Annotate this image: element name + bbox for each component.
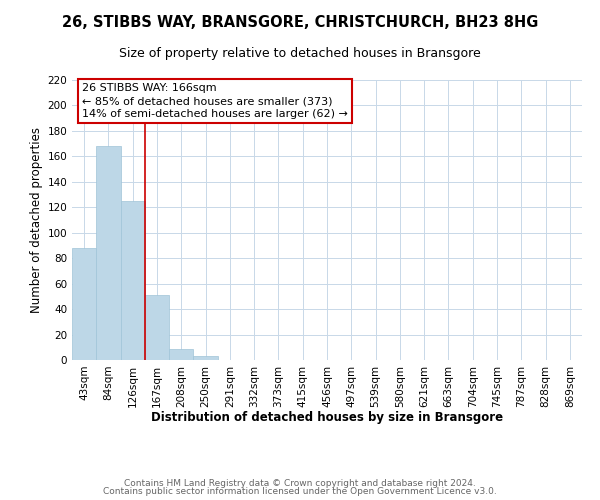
Bar (193, 356, 218, 360)
Text: Size of property relative to detached houses in Bransgore: Size of property relative to detached ho… (119, 48, 481, 60)
Bar (72, 248, 96, 360)
Text: 26, STIBBS WAY, BRANSGORE, CHRISTCHURCH, BH23 8HG: 26, STIBBS WAY, BRANSGORE, CHRISTCHURCH,… (62, 15, 538, 30)
Bar (169, 348, 193, 360)
Text: 26 STIBBS WAY: 166sqm
← 85% of detached houses are smaller (373)
14% of semi-det: 26 STIBBS WAY: 166sqm ← 85% of detached … (82, 83, 348, 119)
X-axis label: Distribution of detached houses by size in Bransgore: Distribution of detached houses by size … (151, 411, 503, 424)
Bar (145, 295, 169, 360)
Bar (96, 146, 121, 360)
Bar (121, 201, 145, 360)
Y-axis label: Number of detached properties: Number of detached properties (30, 127, 43, 313)
Text: Contains public sector information licensed under the Open Government Licence v3: Contains public sector information licen… (103, 487, 497, 496)
Text: Contains HM Land Registry data © Crown copyright and database right 2024.: Contains HM Land Registry data © Crown c… (124, 478, 476, 488)
